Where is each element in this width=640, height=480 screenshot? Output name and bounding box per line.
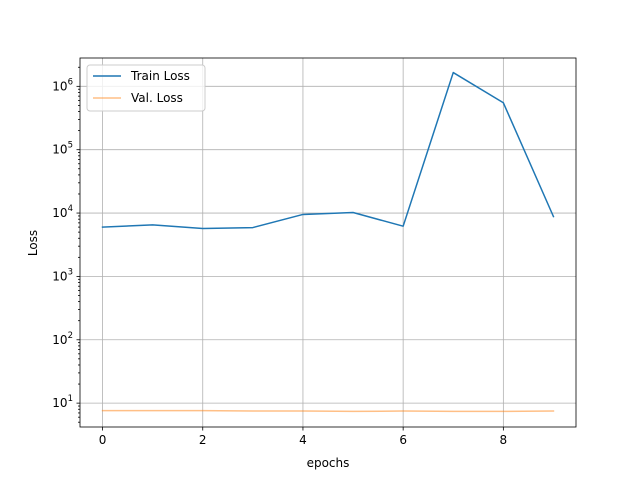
series-lines (101, 71, 555, 413)
x-tick-label: 8 (500, 433, 508, 447)
x-tick-label: 0 (99, 433, 107, 447)
grid (80, 58, 576, 427)
axis-ticks: 0 2 4 6 8 101 102 103 104 105 106 (52, 66, 508, 447)
series-line-train-loss (101, 71, 555, 230)
series-line-val-loss (101, 409, 555, 413)
y-tick-label: 106 (52, 77, 73, 93)
legend: Train Loss Val. Loss (86, 64, 206, 112)
x-tick-label: 2 (199, 433, 207, 447)
y-tick-label: 103 (52, 267, 73, 283)
x-tick-label: 4 (299, 433, 307, 447)
y-axis-label: Loss (26, 230, 40, 256)
x-axis-label: epochs (307, 456, 350, 470)
y-tick-label: 104 (52, 204, 73, 220)
y-tick-label: 102 (52, 331, 73, 347)
legend-label-val-loss: Val. Loss (131, 91, 183, 105)
legend-label-train-loss: Train Loss (130, 69, 190, 83)
x-tick-label: 6 (399, 433, 407, 447)
y-tick-label: 101 (52, 394, 73, 410)
y-tick-label: 105 (52, 141, 73, 157)
plot-area-frame (79, 57, 577, 428)
